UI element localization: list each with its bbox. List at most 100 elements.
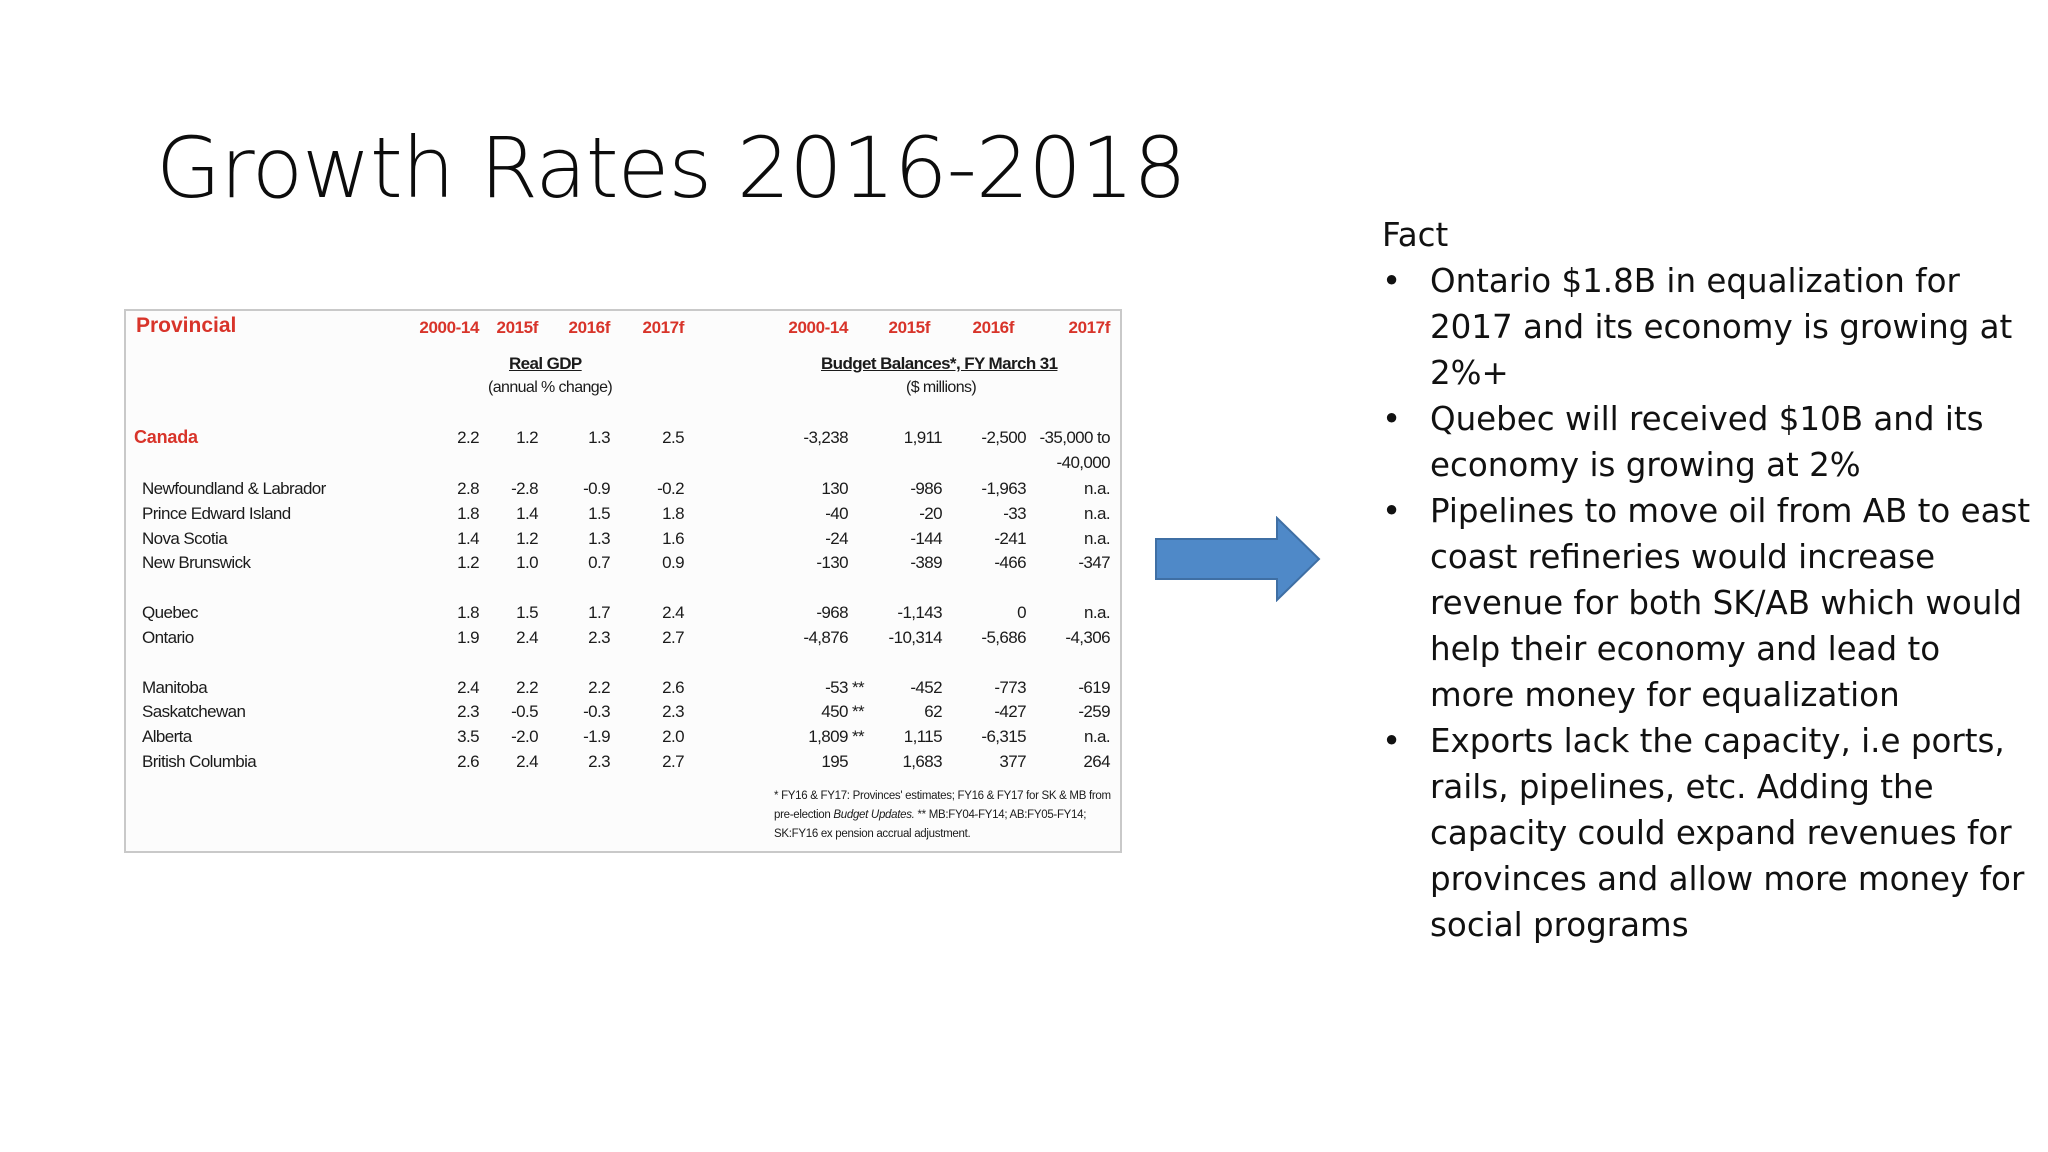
budget-year-header: 2015f bbox=[888, 318, 931, 337]
facts-panel: Fact • Ontario $1.8B in equalization for… bbox=[1382, 212, 2032, 948]
table-heading-provincial: Provincial bbox=[136, 314, 237, 337]
budget-cell: -20 bbox=[919, 504, 942, 523]
gdp-cell: 0.7 bbox=[588, 553, 610, 572]
gdp-cell: 1.8 bbox=[457, 504, 479, 523]
gdp-cell: 2.0 bbox=[662, 727, 684, 746]
gdp-year-header: 2000-14 bbox=[419, 318, 479, 337]
budget-cell: -452 bbox=[910, 678, 942, 697]
budget-cell: -773 bbox=[994, 678, 1026, 697]
budget-cell: -33 bbox=[1003, 504, 1026, 523]
province-name: British Columbia bbox=[142, 752, 257, 771]
budget-cell: -130 bbox=[816, 553, 848, 572]
province-name: Saskatchewan bbox=[142, 702, 246, 721]
budget-cell: n.a. bbox=[1084, 603, 1111, 622]
bullet-icon: • bbox=[1382, 400, 1402, 438]
list-item: • Quebec will received $10B and its econ… bbox=[1382, 396, 2032, 488]
gdp-cell: 2.2 bbox=[516, 678, 538, 697]
budget-year-header: 2016f bbox=[972, 318, 1015, 337]
list-item: • Exports lack the capacity, i.e ports, … bbox=[1382, 718, 2032, 948]
budget-cell: -6,315 bbox=[981, 727, 1026, 746]
budget-cell: -466 bbox=[994, 553, 1026, 572]
budget-year-header: 2017f bbox=[1068, 318, 1111, 337]
budget-cell: -619 bbox=[1078, 678, 1110, 697]
canada-budget-continuation: -40,000 bbox=[1056, 453, 1111, 472]
budget-cell: -24 bbox=[825, 529, 848, 548]
list-item: • Ontario $1.8B in equalization for 2017… bbox=[1382, 258, 2032, 396]
province-name: Quebec bbox=[142, 603, 199, 622]
province-name: Alberta bbox=[142, 727, 192, 746]
budget-year-header: 2000-14 bbox=[788, 318, 848, 337]
budget-cell: 1,809 ** bbox=[808, 727, 864, 746]
province-name: Prince Edward Island bbox=[142, 504, 291, 523]
budget-cell: -241 bbox=[994, 529, 1026, 548]
canada-label: Canada bbox=[134, 427, 198, 447]
canada-budget-cell: -2,500 bbox=[981, 428, 1026, 447]
budget-cell: -40 bbox=[825, 504, 848, 523]
facts-list: • Ontario $1.8B in equalization for 2017… bbox=[1382, 258, 2032, 948]
fact-text: Pipelines to move oil from AB to east co… bbox=[1430, 492, 2031, 714]
budget-cell: 377 bbox=[999, 752, 1026, 771]
gdp-cell: 1.6 bbox=[662, 529, 684, 548]
budget-cell: -10,314 bbox=[888, 628, 943, 647]
budget-cell: -53 ** bbox=[825, 678, 865, 697]
budget-cell: -389 bbox=[910, 553, 942, 572]
budget-cell: -5,686 bbox=[981, 628, 1026, 647]
province-name: Manitoba bbox=[142, 678, 208, 697]
gdp-cell: 2.4 bbox=[457, 678, 479, 697]
gdp-cell: 2.2 bbox=[588, 678, 610, 697]
budget-cell: 195 bbox=[821, 752, 848, 771]
budget-cell: n.a. bbox=[1084, 529, 1111, 548]
gdp-cell: 2.3 bbox=[662, 702, 684, 721]
gdp-cell: 1.2 bbox=[516, 529, 538, 548]
footnote-text: * FY16 & FY17: Provinces' estimates; FY1… bbox=[774, 790, 1111, 821]
budget-section-subtitle: ($ millions) bbox=[906, 379, 977, 396]
facts-heading: Fact bbox=[1382, 216, 1449, 254]
budget-cell: 130 bbox=[821, 479, 848, 498]
right-arrow-icon bbox=[1155, 516, 1321, 602]
gdp-cell: 1.5 bbox=[588, 504, 610, 523]
gdp-section-title: Real GDP bbox=[509, 354, 582, 373]
gdp-cell: -2.8 bbox=[511, 479, 539, 498]
slide-title: Growth Rates 2016-2018 bbox=[156, 119, 1187, 217]
budget-cell: -1,963 bbox=[981, 479, 1026, 498]
gdp-cell: 1.7 bbox=[588, 603, 610, 622]
budget-cell: -427 bbox=[994, 702, 1026, 721]
gdp-cell: 2.3 bbox=[588, 628, 610, 647]
budget-cell: -347 bbox=[1078, 553, 1110, 572]
gdp-year-header: 2015f bbox=[496, 318, 539, 337]
budget-cell: -986 bbox=[910, 479, 942, 498]
canada-budget-cell: -35,000 to bbox=[1039, 428, 1110, 447]
gdp-cell: 2.3 bbox=[588, 752, 610, 771]
budget-cell: -4,876 bbox=[803, 628, 848, 647]
gdp-cell: 0.9 bbox=[662, 553, 684, 572]
fact-text: Ontario $1.8B in equalization for 2017 a… bbox=[1430, 262, 2013, 392]
province-name: New Brunswick bbox=[142, 553, 251, 572]
budget-cell: 1,683 bbox=[902, 752, 942, 771]
budget-cell: -968 bbox=[816, 603, 848, 622]
gdp-cell: -0.3 bbox=[583, 702, 611, 721]
gdp-cell: 2.6 bbox=[457, 752, 479, 771]
budget-section-title: Budget Balances*, FY March 31 bbox=[821, 354, 1058, 373]
canada-gdp-cell: 2.2 bbox=[457, 428, 479, 447]
list-item: • Pipelines to move oil from AB to east … bbox=[1382, 488, 2032, 718]
fact-text: Quebec will received $10B and its econom… bbox=[1430, 400, 1984, 484]
canada-gdp-cell: 1.3 bbox=[588, 428, 610, 447]
footnote-text: ** MB:FY04-FY14; AB:FY05-FY14; SK:FY16 e… bbox=[774, 809, 1087, 840]
gdp-cell: 2.3 bbox=[457, 702, 479, 721]
provincial-table-image: Provincial 2000-14 2015f 2016f 2017f 200… bbox=[124, 309, 1122, 853]
fact-text: Exports lack the capacity, i.e ports, ra… bbox=[1430, 722, 2025, 944]
bullet-icon: • bbox=[1382, 722, 1402, 760]
gdp-cell: 2.7 bbox=[662, 752, 684, 771]
budget-cell: -144 bbox=[910, 529, 942, 548]
gdp-cell: 3.5 bbox=[457, 727, 479, 746]
gdp-cell: 1.4 bbox=[457, 529, 479, 548]
gdp-cell: 1.2 bbox=[457, 553, 479, 572]
gdp-cell: 2.4 bbox=[516, 628, 538, 647]
gdp-cell: -1.9 bbox=[583, 727, 611, 746]
canada-gdp-cell: 1.2 bbox=[516, 428, 538, 447]
budget-cell: -4,306 bbox=[1065, 628, 1110, 647]
gdp-cell: 1.3 bbox=[588, 529, 610, 548]
gdp-cell: 1.8 bbox=[662, 504, 684, 523]
bullet-icon: • bbox=[1382, 492, 1402, 530]
footnote-italic: Budget Updates. bbox=[833, 809, 915, 821]
